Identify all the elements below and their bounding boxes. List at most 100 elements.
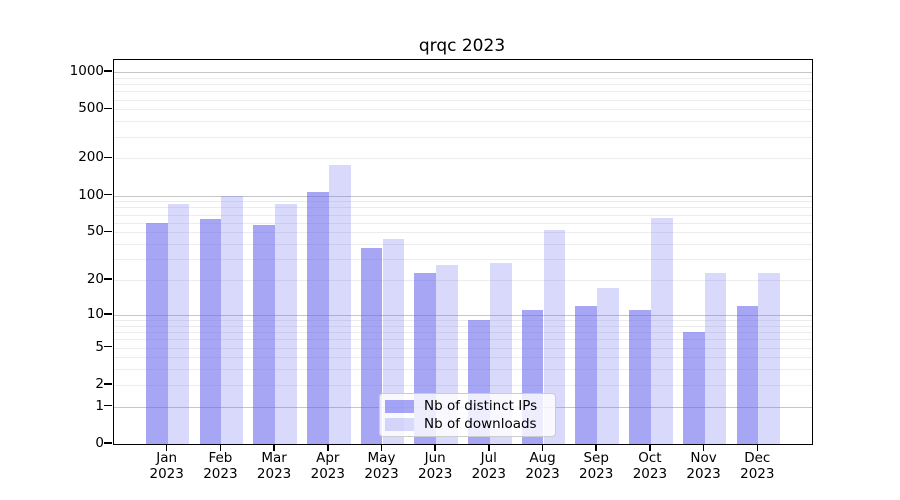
minor-gridline [114, 369, 812, 371]
bar-downloads-dec [758, 272, 781, 444]
y-axis-label: 200 [78, 149, 104, 166]
bar-distinct-ips-mar [253, 225, 276, 444]
bar-downloads-sep [597, 288, 619, 444]
x-axis-label: Dec 2023 [740, 450, 775, 482]
bar-downloads-feb [221, 195, 244, 444]
major-gridline [114, 72, 812, 73]
y-axis-tick [104, 442, 112, 444]
minor-gridline [114, 99, 812, 101]
y-axis-tick [104, 193, 112, 196]
x-axis-tick [219, 444, 222, 451]
bar-distinct-ips-feb [199, 219, 222, 444]
x-axis-tick [327, 444, 329, 451]
legend-swatch-distinct-ips [385, 399, 414, 413]
minor-gridline [114, 158, 812, 160]
y-axis-tick [104, 156, 112, 159]
minor-gridline [114, 347, 812, 349]
y-axis-label: 10 [86, 305, 104, 322]
minor-gridline [114, 136, 812, 138]
y-axis-label: 500 [78, 100, 104, 117]
x-axis-tick [273, 444, 275, 451]
x-axis-tick [488, 444, 490, 451]
y-axis-tick [104, 404, 112, 407]
bar-downloads-mar [275, 204, 297, 444]
x-axis-label: Sep 2023 [579, 450, 614, 482]
bar-distinct-ips-oct [629, 310, 651, 444]
x-axis-label: Nov 2023 [686, 450, 721, 482]
y-axis-label: 1 [95, 397, 104, 414]
bar-distinct-ips-jan [145, 222, 168, 444]
minor-gridline [114, 332, 812, 333]
y-axis-label: 100 [78, 186, 104, 203]
minor-gridline [114, 259, 812, 261]
x-axis-tick [756, 444, 759, 451]
legend-label-distinct-ips: Nb of distinct IPs [424, 398, 538, 414]
x-axis-label: Jun 2023 [418, 450, 453, 482]
major-gridline [114, 195, 812, 197]
minor-gridline [114, 91, 812, 93]
minor-gridline [114, 232, 812, 234]
x-axis-tick [541, 444, 544, 451]
x-axis-tick [434, 444, 436, 451]
minor-gridline [114, 384, 812, 386]
minor-gridline [114, 222, 812, 224]
bar-distinct-ips-may [360, 248, 383, 444]
minor-gridline [114, 244, 812, 245]
x-axis-label: Jan 2023 [149, 450, 184, 482]
y-axis-tick [104, 313, 112, 315]
x-axis-tick [595, 444, 597, 451]
minor-gridline [114, 77, 812, 79]
minor-gridline [114, 201, 812, 203]
y-axis-label: 1000 [69, 63, 104, 79]
y-axis-label: 20 [86, 271, 104, 288]
x-axis-label: Feb 2023 [203, 450, 238, 482]
chart-title: qrqc 2023 [418, 36, 506, 56]
y-axis-tick [104, 70, 112, 72]
minor-gridline [114, 84, 812, 85]
minor-gridline [114, 121, 812, 123]
y-axis-tick [104, 345, 112, 348]
y-axis-tick [104, 230, 112, 233]
bar-distinct-ips-dec [736, 305, 759, 444]
bar-distinct-ips-apr [307, 191, 329, 444]
legend-item-downloads: Nb of downloads [385, 416, 547, 432]
bar-downloads-apr [328, 164, 351, 444]
x-axis-label: Oct 2023 [632, 450, 668, 482]
legend-swatch-downloads [385, 417, 414, 431]
minor-gridline [114, 325, 812, 327]
y-axis-label: 2 [95, 375, 104, 392]
x-axis-tick [165, 444, 168, 451]
major-gridline [114, 314, 812, 316]
y-axis-label: 0 [95, 435, 104, 451]
y-axis-label: 50 [86, 223, 104, 240]
y-axis-tick [104, 107, 112, 110]
bar-downloads-oct [650, 217, 673, 444]
bar-downloads-may [382, 239, 405, 444]
minor-gridline [114, 207, 812, 209]
legend-item-distinct-ips: Nb of distinct IPs [385, 398, 547, 414]
minor-gridline [114, 109, 812, 111]
x-axis-tick [380, 444, 383, 451]
minor-gridline [114, 214, 812, 216]
plot-area [113, 59, 813, 445]
y-axis-tick [104, 278, 112, 280]
y-axis-tick [104, 383, 112, 385]
bar-downloads-jan [167, 203, 190, 444]
minor-gridline [114, 320, 812, 321]
minor-gridline [114, 339, 812, 341]
bar-downloads-nov [704, 272, 727, 444]
bar-downloads-aug [543, 230, 566, 444]
legend: Nb of distinct IPs Nb of downloads [379, 393, 556, 437]
x-axis-label: Aug 2023 [525, 450, 560, 482]
y-axis-label: 5 [95, 338, 104, 355]
x-axis-label: May 2023 [364, 450, 399, 482]
x-axis-label: Apr 2023 [310, 450, 345, 482]
legend-label-downloads: Nb of downloads [424, 416, 537, 432]
minor-gridline [114, 357, 812, 359]
minor-gridline [114, 280, 812, 282]
x-axis-label: Mar 2023 [256, 450, 292, 482]
bar-distinct-ips-sep [575, 305, 598, 444]
bar-distinct-ips-nov [682, 332, 705, 444]
x-axis-label: Jul 2023 [471, 450, 506, 482]
